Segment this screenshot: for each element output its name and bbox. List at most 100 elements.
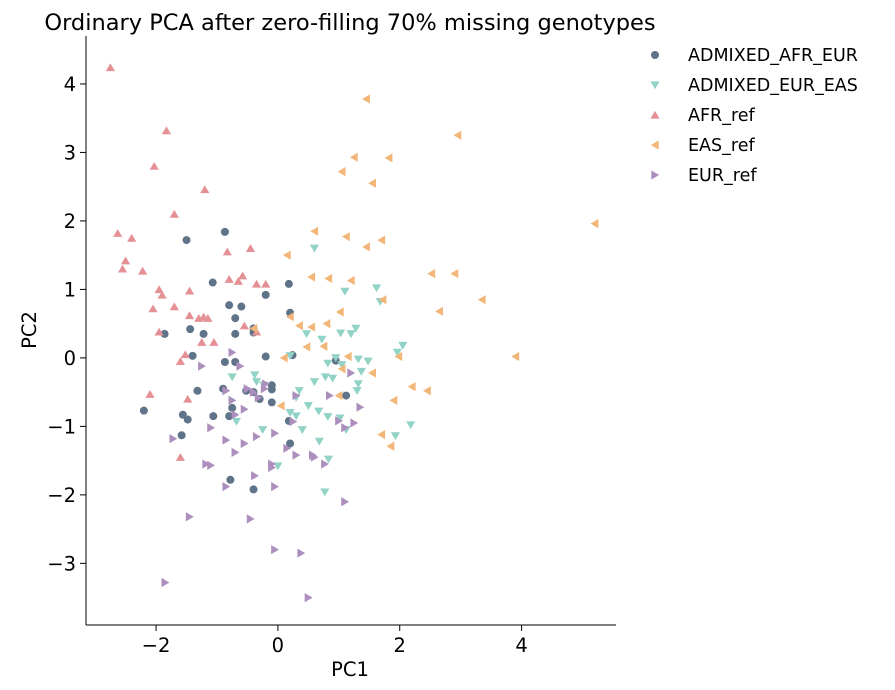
data-point [337, 361, 347, 369]
data-point [237, 271, 248, 280]
data-point [302, 342, 311, 352]
data-point [161, 577, 170, 588]
data-point [590, 219, 599, 229]
data-point [231, 314, 240, 323]
x-tick-label: 4 [515, 634, 527, 657]
data-point [226, 475, 235, 484]
data-point [323, 359, 333, 368]
legend-marker [650, 140, 659, 150]
data-point [245, 244, 256, 252]
x-tick-label: 2 [394, 634, 406, 657]
data-point [309, 378, 320, 387]
data-point [161, 126, 172, 135]
data-point [227, 373, 237, 382]
data-point [334, 390, 343, 401]
data-point [341, 497, 350, 507]
series-admixed-eur-eas [227, 244, 416, 497]
data-point [228, 403, 237, 412]
data-point [453, 130, 462, 140]
data-point [193, 386, 202, 395]
data-point [368, 368, 377, 378]
data-point [198, 361, 206, 371]
x-tick-label: −2 [142, 634, 171, 657]
x-axis-label: PC1 [331, 658, 369, 681]
data-point [307, 272, 316, 282]
data-point [231, 410, 240, 420]
y-axis-label: PC2 [18, 311, 41, 349]
data-point [231, 417, 242, 426]
data-point [182, 236, 191, 245]
data-point [271, 482, 279, 492]
data-point [225, 301, 234, 310]
data-point [301, 330, 312, 339]
data-point [394, 351, 403, 362]
data-point [183, 394, 193, 403]
data-point [243, 384, 252, 394]
data-point [200, 185, 210, 194]
data-point [207, 423, 216, 433]
data-point [249, 485, 258, 494]
legend-item: ADMIXED_AFR_EUR [651, 46, 858, 66]
data-point [251, 279, 262, 288]
data-point [342, 391, 351, 400]
data-point [292, 390, 301, 401]
data-point [249, 323, 258, 334]
data-point [154, 327, 164, 336]
data-point [148, 304, 158, 313]
data-point [511, 351, 520, 362]
data-point [362, 94, 370, 104]
data-point [273, 462, 283, 471]
data-point [386, 441, 395, 451]
data-point [209, 412, 218, 421]
data-point [341, 232, 350, 242]
data-point [240, 438, 249, 449]
data-point [322, 319, 331, 329]
data-point [208, 278, 217, 287]
data-point [222, 435, 231, 445]
y-tick-label: 4 [64, 73, 76, 96]
data-point [149, 161, 159, 170]
data-point [335, 414, 345, 423]
data-point [220, 227, 229, 236]
data-point [138, 266, 148, 275]
data-point [331, 354, 341, 363]
legend-label: EAS_ref [688, 136, 755, 156]
data-point [324, 273, 333, 284]
data-point [378, 295, 387, 305]
data-point [337, 364, 346, 374]
data-point [392, 348, 402, 357]
data-point [321, 459, 329, 469]
data-point [261, 290, 270, 299]
data-point [328, 374, 338, 383]
legend-label: ADMIXED_AFR_EUR [688, 46, 858, 66]
data-point [390, 432, 401, 441]
data-point [362, 242, 370, 252]
data-point [289, 416, 298, 427]
data-point [307, 322, 316, 332]
legend-item: EUR_ref [651, 166, 757, 186]
legend-item: AFR_ref [650, 106, 756, 126]
data-point [323, 455, 334, 464]
legend-item: ADMIXED_EUR_EAS [650, 76, 858, 96]
data-point [286, 439, 295, 448]
data-point [295, 321, 303, 331]
data-point [145, 390, 155, 398]
data-point [346, 330, 356, 339]
data-point [291, 412, 301, 421]
series-eur-ref [161, 347, 365, 603]
legend-marker [650, 110, 660, 119]
data-point [384, 153, 393, 163]
data-point [169, 209, 179, 218]
data-point [236, 361, 245, 371]
data-point [209, 338, 219, 346]
data-point [317, 335, 327, 344]
data-point [304, 593, 313, 603]
data-point [350, 418, 359, 428]
data-point [228, 395, 237, 405]
data-point [261, 279, 271, 288]
data-point [222, 482, 231, 492]
y-tick-label: 0 [64, 347, 76, 370]
data-point [127, 233, 137, 242]
data-point [303, 402, 313, 410]
